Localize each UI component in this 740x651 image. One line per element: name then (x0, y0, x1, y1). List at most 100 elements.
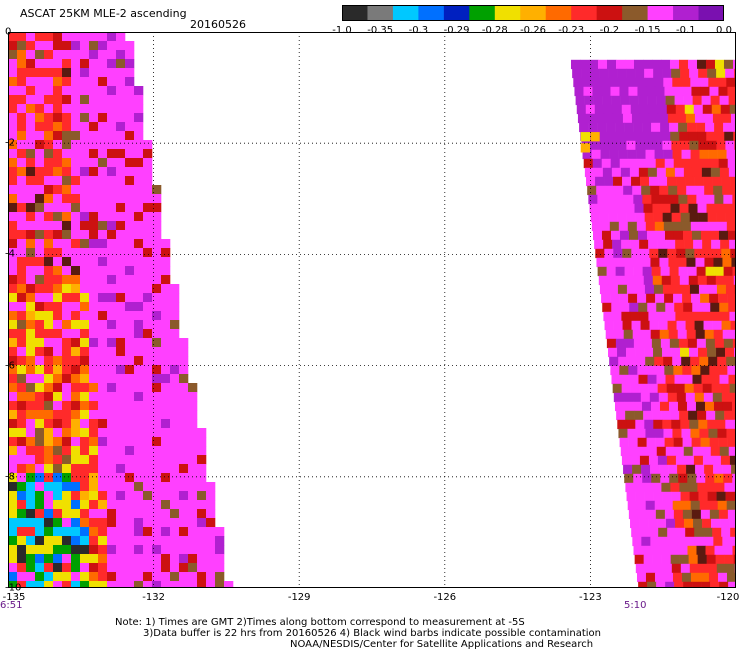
swath-cell (89, 86, 98, 95)
swath-cell (633, 195, 642, 204)
swath-cell (679, 339, 688, 348)
swath-cell (637, 366, 646, 375)
swath-cell (143, 167, 152, 176)
swath-cell (71, 392, 80, 401)
swath-cell (707, 69, 716, 78)
swath-cell (662, 348, 671, 357)
swath-cell (53, 284, 62, 293)
swath-cell (53, 320, 62, 329)
swath-cell (170, 581, 179, 588)
swath-cell (62, 545, 71, 554)
swath-cell (706, 546, 715, 555)
swath-cell (694, 528, 703, 537)
swath-cell (107, 293, 116, 302)
swath-cell (134, 86, 143, 95)
swath-cell (125, 401, 134, 410)
swath-cell (697, 267, 706, 276)
swath-cell (197, 527, 206, 536)
swath-cell (713, 537, 722, 546)
swath-cell (695, 465, 704, 474)
swath-cell (107, 464, 116, 473)
swath-cell (125, 212, 134, 221)
swath-cell (44, 401, 53, 410)
swath-cell (98, 77, 107, 86)
swath-cell (71, 149, 80, 158)
swath-cell (648, 168, 657, 177)
swath-cell (666, 375, 675, 384)
swath-cell (71, 491, 80, 500)
swath-cell (655, 573, 664, 582)
swath-cell (116, 77, 125, 86)
swath-cell (98, 149, 107, 158)
swath-cell (143, 473, 152, 482)
chart-title: ASCAT 25KM MLE-2 ascending (20, 8, 187, 20)
swath-cell (107, 356, 116, 365)
swath-cell (631, 528, 640, 537)
swath-cell (188, 500, 197, 509)
swath-cell (17, 554, 26, 563)
swath-cell (80, 194, 89, 203)
swath-cell (681, 492, 690, 501)
swath-cell (8, 239, 17, 248)
swath-cell (579, 123, 588, 132)
swath-cell (729, 447, 736, 456)
swath-cell (134, 383, 143, 392)
swath-cell (89, 554, 98, 563)
swath-cell (681, 429, 690, 438)
swath-cell (719, 159, 728, 168)
swath-cell (8, 158, 17, 167)
swath-cell (80, 500, 89, 509)
swath-cell (601, 150, 610, 159)
swath-cell (35, 392, 44, 401)
swath-cell (134, 419, 143, 428)
swath-cell (686, 186, 695, 195)
swath-cell (702, 96, 711, 105)
swath-cell (636, 285, 645, 294)
swath-cell (62, 554, 71, 563)
swath-cell (705, 402, 714, 411)
swath-cell (170, 311, 179, 320)
swath-cell (26, 41, 35, 50)
swath-cell (35, 86, 44, 95)
swath-cell (610, 150, 619, 159)
swath-cell (44, 113, 53, 122)
swath-cell (630, 240, 639, 249)
swath-cell (44, 86, 53, 95)
swath-cell (80, 104, 89, 113)
swath-cell (17, 455, 26, 464)
swath-cell (80, 239, 89, 248)
swath-cell (125, 356, 134, 365)
swath-cell (98, 59, 107, 68)
swath-cell (714, 195, 723, 204)
swath-cell (600, 213, 609, 222)
swath-cell (720, 312, 729, 321)
swath-cell (44, 482, 53, 491)
swath-cell (8, 419, 17, 428)
swath-cell (89, 284, 98, 293)
swath-cell (649, 528, 658, 537)
swath-cell (718, 501, 727, 510)
swath-cell (89, 41, 98, 50)
swath-cell (98, 32, 107, 41)
swath-cell (215, 563, 224, 572)
swath-cell (711, 240, 720, 249)
swath-cell (26, 230, 35, 239)
swath-cell (595, 249, 604, 258)
swath-cell (98, 167, 107, 176)
swath-cell (125, 509, 134, 518)
swath-cell (44, 149, 53, 158)
swath-cell (721, 177, 730, 186)
y-tick-label: -10 (5, 583, 21, 594)
swath-cell (35, 41, 44, 50)
swath-cell (596, 258, 605, 267)
swath-cell (125, 572, 134, 581)
swath-cell (35, 266, 44, 275)
swath-cell (35, 563, 44, 572)
swath-cell (62, 41, 71, 50)
swath-cell (161, 248, 170, 257)
swath-cell (107, 311, 116, 320)
swath-cell (588, 123, 597, 132)
swath-cell (17, 212, 26, 221)
swath-cell (8, 230, 17, 239)
swath-cell (718, 573, 727, 582)
